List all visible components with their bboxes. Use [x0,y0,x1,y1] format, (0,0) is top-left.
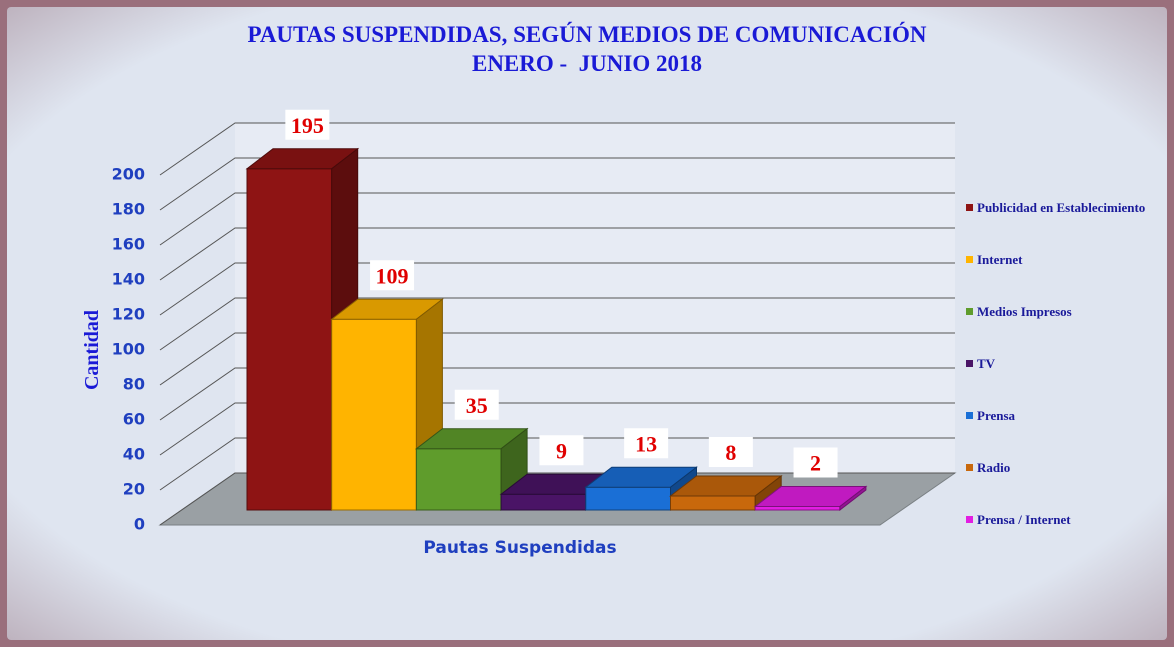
grid-line [159,297,955,351]
legend-label: Prensa / Internet [977,512,1071,527]
bar [754,506,841,511]
legend-swatch [966,308,973,315]
bars: 195 109 35 9 13 8 2 [245,109,868,512]
legend-swatch [966,412,973,419]
legend-label: Publicidad en Establecimiento [977,200,1145,215]
y-tick-label: 60 [123,410,145,429]
y-tick-label: 20 [123,480,145,499]
grid-line [159,332,955,386]
grid-line [159,262,955,316]
y-tick-label: 0 [134,515,145,534]
grid-line [159,472,955,526]
value-label: 9 [556,438,567,463]
legend-swatch [966,256,973,263]
value-label-box [285,109,330,140]
legend: Publicidad en Establecimiento Internet Med… [966,200,1145,527]
value-label-box [624,428,669,459]
legend-label: Internet [977,252,1023,267]
value-label-box [708,437,753,467]
value-label-box [370,260,415,291]
bar [331,318,417,511]
legend-swatch [966,204,973,211]
value-label-box [793,447,838,478]
grid-line [159,192,955,246]
legend-swatch [966,516,973,523]
legend-label: Medios Impresos [977,304,1072,319]
y-tick-label: 80 [123,375,145,394]
grid-line [159,157,955,211]
legend-label: Prensa [977,408,1016,423]
chart-subtitle: ENERO - JUNIO 2018 [472,51,702,76]
value-label: 109 [376,263,409,288]
grid-line [159,227,955,281]
chart-title: PAUTAS SUSPENDIDAS, SEGÚN MEDIOS DE COMU… [247,21,926,47]
bar-side [839,485,867,512]
y-tick-label: 200 [112,165,145,184]
legend-label: Radio [977,460,1010,475]
y-tick-label: 140 [112,270,145,289]
legend-swatch [966,360,973,367]
legend-label: TV [977,356,996,371]
bar [585,486,671,511]
y-tick-label: 40 [123,445,145,464]
y-tick-label: 160 [112,235,145,254]
value-label: 2 [810,451,821,476]
value-label-box [539,435,584,466]
bar [500,493,587,511]
value-label: 195 [291,113,324,138]
y-tick-label: 100 [112,340,145,359]
y-axis-label: Cantidad [81,310,103,390]
bar [670,495,756,511]
grid-line [159,367,955,421]
x-tick-label: Pautas Suspendidas [423,538,616,558]
bar [246,168,333,511]
grid-line [159,402,955,456]
value-label: 35 [466,393,488,418]
y-tick-label: 180 [112,200,145,219]
grid-line [159,122,955,176]
y-tick-label: 120 [112,305,145,324]
value-label: 8 [725,440,736,465]
legend-swatch [966,464,973,471]
value-label: 13 [635,431,657,456]
bar [415,448,502,511]
value-label-box [454,389,499,420]
